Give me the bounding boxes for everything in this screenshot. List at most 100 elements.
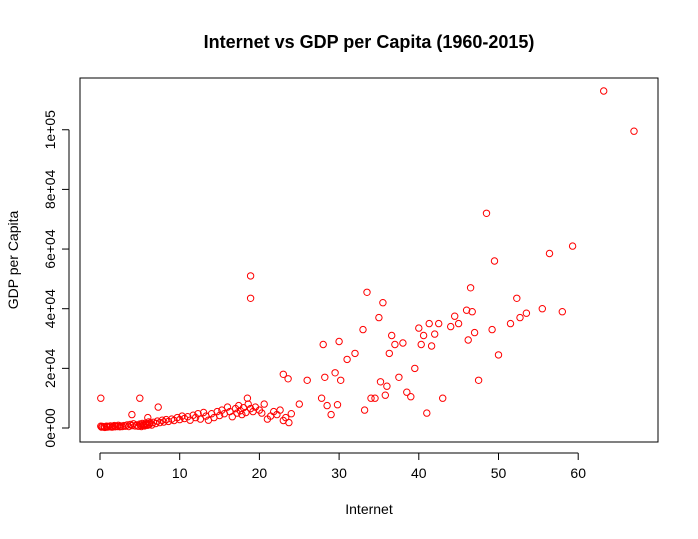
data-point (144, 413, 152, 422)
x-tick-label: 60 (570, 465, 586, 481)
y-axis: 0e+00 2e+04 4e+04 6e+04 8e+04 1e+05 (42, 110, 70, 448)
data-point (156, 418, 164, 427)
data-point (287, 410, 295, 418)
data-point (403, 388, 411, 396)
data-point (213, 407, 221, 416)
data-point (285, 418, 293, 427)
data-point (191, 413, 200, 422)
y-axis-label: GDP per Capita (5, 211, 21, 310)
data-point (435, 319, 443, 328)
data-point (276, 406, 284, 414)
data-point (488, 325, 496, 334)
data-point (128, 410, 136, 419)
data-point (600, 87, 608, 95)
data-point (327, 410, 335, 419)
data-point (407, 393, 415, 401)
data-point (109, 422, 117, 431)
data-point (258, 409, 266, 417)
data-point (419, 331, 428, 340)
data-point (178, 412, 186, 420)
data-point (223, 403, 232, 411)
data-point (359, 325, 367, 334)
data-point (235, 401, 243, 410)
x-tick-label: 30 (331, 465, 347, 481)
data-point (423, 409, 431, 417)
y-tick-label: 6e+04 (42, 229, 58, 269)
data-point (385, 349, 393, 358)
data-point (331, 369, 339, 377)
data-point (391, 340, 399, 349)
data-point (516, 313, 524, 322)
data-point (162, 415, 170, 424)
data-point (447, 322, 455, 331)
data-point (464, 336, 472, 344)
data-point (371, 394, 379, 402)
data-point (522, 309, 531, 317)
data-point (558, 308, 566, 316)
data-point (466, 284, 475, 292)
y-tick-label: 0e+00 (42, 408, 58, 448)
data-point (333, 401, 342, 409)
data-point (482, 209, 491, 218)
chart-title: Internet vs GDP per Capita (1960-2015) (204, 32, 535, 52)
y-tick-label: 4e+04 (42, 289, 58, 329)
data-point (154, 403, 162, 411)
data-point (323, 401, 331, 410)
data-point (173, 413, 182, 422)
data-point (242, 408, 250, 417)
data-point (343, 355, 351, 364)
x-tick-label: 20 (252, 465, 268, 481)
data-point (468, 308, 476, 316)
data-point (506, 319, 515, 328)
data-point (360, 406, 369, 414)
data-point (243, 394, 252, 402)
data-point (337, 376, 345, 384)
data-point (351, 349, 359, 358)
data-point (545, 249, 554, 258)
data-point (630, 127, 638, 135)
data-point (538, 305, 546, 313)
data-point (494, 351, 503, 359)
data-point (238, 410, 246, 419)
data-point (189, 411, 197, 419)
data-point (279, 370, 287, 378)
data-point (97, 394, 105, 402)
data-point (160, 418, 168, 426)
data-point (295, 400, 303, 408)
data-point (319, 340, 327, 349)
data-point (454, 319, 463, 328)
x-tick-label: 0 (96, 465, 104, 481)
y-tick-label: 1e+05 (42, 110, 58, 150)
data-point (260, 400, 268, 408)
data-point (411, 364, 419, 373)
y-tick-label: 8e+04 (42, 170, 58, 210)
data-point (228, 413, 237, 421)
data-point (415, 324, 423, 332)
data-point (513, 294, 521, 302)
data-point (490, 257, 499, 265)
data-point (246, 272, 255, 280)
data-point (196, 415, 205, 423)
data-point (335, 337, 343, 346)
x-tick-label: 50 (491, 465, 507, 481)
data-point (451, 312, 459, 320)
x-axis: 0 10 20 30 40 50 60 (96, 452, 586, 481)
data-point (427, 342, 436, 350)
data-point (317, 394, 326, 402)
data-point (470, 328, 479, 337)
data-point (284, 375, 292, 383)
data-point (474, 376, 483, 384)
y-tick-label: 2e+04 (42, 348, 58, 388)
data-point (568, 242, 577, 250)
data-point (399, 339, 407, 347)
data-point (144, 421, 152, 429)
data-point (376, 378, 385, 386)
data-point (367, 394, 375, 402)
x-axis-label: Internet (345, 501, 393, 517)
data-points (97, 87, 638, 432)
x-tick-label: 10 (172, 465, 188, 481)
plot-frame (79, 77, 659, 443)
data-point (246, 294, 255, 302)
data-point (321, 373, 329, 381)
